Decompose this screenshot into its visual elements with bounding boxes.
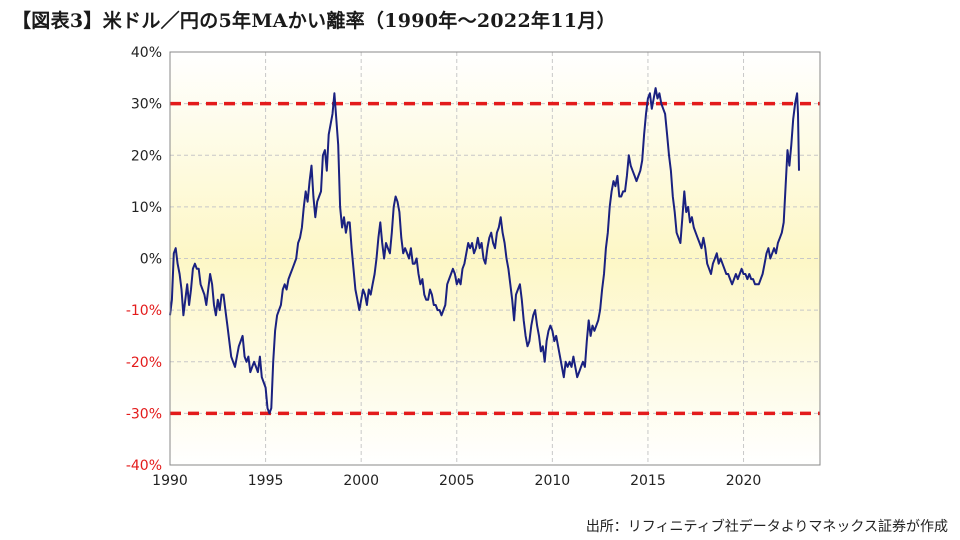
y-tick-label: -20% <box>126 355 162 371</box>
series-line <box>169 87 800 415</box>
y-tick-label: -10% <box>126 303 162 319</box>
y-tick-label: 40% <box>131 45 162 61</box>
reference-lines <box>170 101 820 416</box>
plot-border <box>169 51 821 466</box>
y-tick-label: 10% <box>131 200 162 216</box>
y-tick-label: 20% <box>131 148 162 164</box>
x-tick-label: 2000 <box>343 473 379 489</box>
x-tick-label: 2020 <box>726 473 762 489</box>
x-tick-label: 1990 <box>152 473 188 489</box>
y-tick-label: 30% <box>131 97 162 113</box>
y-axis: -40% -30% -20% -10% 0% 10% 20% 30% 40% <box>126 45 162 474</box>
x-tick-label: 2005 <box>439 473 475 489</box>
x-axis: 1990 1995 2000 2005 2010 2015 2020 <box>152 473 761 489</box>
chart-title: 【図表3】米ドル／円の5年MAかい離率（1990年～2022年11月） <box>12 10 616 32</box>
y-tick-label: 0% <box>140 252 162 268</box>
source-note: 出所：リフィニティブ社データよりマネックス証券が作成 <box>585 519 948 535</box>
y-tick-label: -30% <box>126 406 162 422</box>
y-tick-label: -40% <box>126 458 162 474</box>
x-tick-label: 1995 <box>248 473 284 489</box>
x-tick-label: 2015 <box>630 473 666 489</box>
x-tick-label: 2010 <box>535 473 571 489</box>
